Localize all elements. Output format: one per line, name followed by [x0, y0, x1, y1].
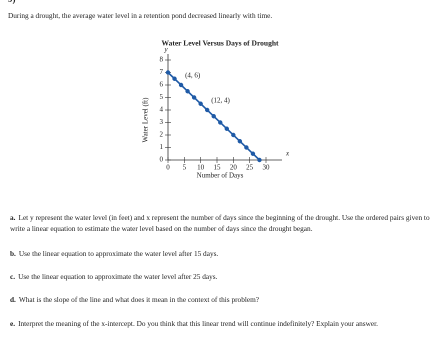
x-tick-label: 20 [230, 164, 238, 172]
question-label: c. [10, 272, 16, 281]
question-text: Use the linear equation to approximate t… [18, 272, 218, 281]
y-tick-label: 4 [160, 106, 164, 114]
y-tick-label: 2 [160, 131, 164, 139]
intro: During a drought, the average water leve… [8, 11, 273, 20]
question: c. Use the linear equation to approximate… [10, 271, 435, 282]
question-label: a. [10, 213, 16, 222]
y-tick-label: 6 [160, 81, 164, 89]
x-tick-label: 15 [214, 164, 222, 172]
x-tick-label: 30 [263, 164, 271, 172]
y-tick-label: 1 [160, 143, 164, 151]
question: a. Let y represent the water level (in fe… [10, 212, 435, 234]
x-axis-letter: x [285, 150, 290, 158]
question-text: Interpret the meaning of the x-intercept… [18, 319, 378, 328]
question: b. Use the linear equation to approximate… [10, 248, 435, 259]
y-tick-label: 7 [160, 68, 164, 76]
question-text: Let y represent the water level (in feet… [10, 213, 430, 233]
x-axis-label: Number of Days [197, 172, 244, 180]
trend-line [167, 71, 261, 161]
annotation: (12, 4) [211, 97, 230, 105]
y-tick-label: 0 [160, 156, 164, 164]
question: d. What is the slope of the line and what… [10, 294, 435, 305]
y-axis-letter: y [163, 46, 168, 54]
annotation: (4, 6) [185, 72, 201, 80]
y-tick-label: 3 [160, 118, 164, 126]
x-tick-label: 25 [246, 164, 254, 172]
y-tick-label: 8 [160, 56, 164, 64]
x-tick-label: 10 [197, 164, 205, 172]
question-label: d. [10, 295, 16, 304]
question-label: e. [10, 319, 16, 328]
problem-number: 9) [8, 0, 16, 5]
y-axis-label: Water Level (ft) [142, 97, 150, 143]
y-tick-label: 5 [160, 93, 164, 101]
x-tick-label: 5 [183, 164, 187, 172]
question-label: b. [10, 249, 16, 258]
question-text: What is the slope of the line and what d… [18, 295, 260, 304]
chart: Water Level Versus Days of Drought Water… [142, 39, 290, 180]
x-tick-label: 0 [166, 164, 170, 172]
question: e. Interpret the meaning of the x-interce… [10, 318, 435, 329]
question-text: Use the linear equation to approximate t… [18, 249, 219, 258]
chart-title: Water Level Versus Days of Drought [161, 39, 279, 48]
